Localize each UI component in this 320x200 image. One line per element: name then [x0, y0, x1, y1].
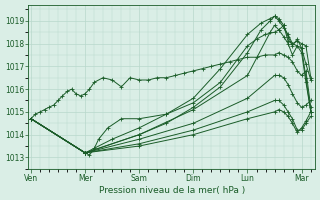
X-axis label: Pression niveau de la mer( hPa ): Pression niveau de la mer( hPa ): [99, 186, 245, 195]
